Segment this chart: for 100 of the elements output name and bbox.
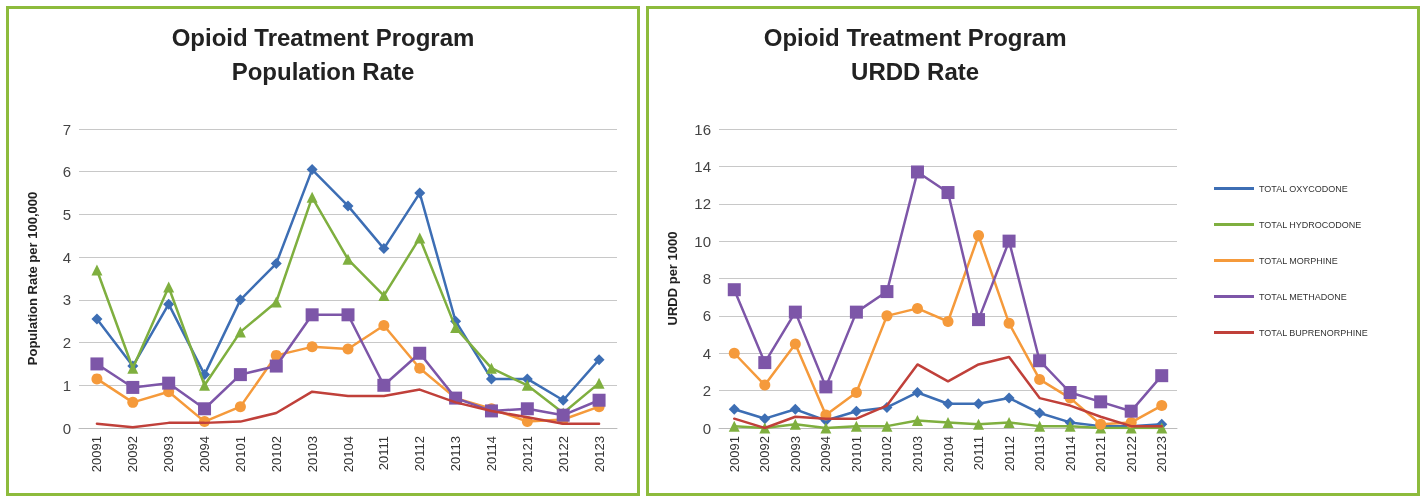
y-tick-label: 0 [702, 419, 711, 437]
point [849, 305, 863, 319]
point [1063, 385, 1077, 399]
x-tick-label: 20101 [232, 436, 248, 473]
y-tick-label: 12 [694, 195, 711, 213]
point [198, 402, 212, 416]
x-tick-label: 20091 [726, 436, 742, 473]
point [270, 258, 282, 270]
point [942, 416, 954, 428]
y-tick-label: 4 [62, 248, 71, 266]
legend-label: TOTAL HYDROCODONE [1259, 219, 1362, 230]
y-tick-label: 2 [62, 334, 71, 352]
chart-title: Opioid Treatment Program Population Rate [171, 23, 475, 85]
y-tick-label: 10 [694, 232, 711, 250]
x-tick-label: 20094 [818, 436, 834, 473]
x-tick-label: 20122 [555, 436, 571, 473]
point [758, 356, 772, 370]
point [163, 281, 175, 293]
point [850, 387, 862, 398]
point [1003, 416, 1015, 428]
point [592, 393, 606, 407]
point [1003, 317, 1015, 329]
y-tick-label: 6 [702, 307, 711, 325]
point [378, 243, 390, 255]
point [911, 302, 923, 314]
x-tick-label: 20121 [1093, 436, 1109, 473]
point [788, 305, 802, 319]
point [1033, 354, 1047, 368]
x-tick-label: 20093 [787, 436, 803, 473]
y-tick-label: 3 [62, 291, 71, 309]
x-tick-label: 20112 [1001, 436, 1017, 472]
point [270, 296, 282, 308]
x-tick-label: 20113 [1032, 436, 1048, 472]
point [1155, 369, 1169, 383]
point [820, 422, 832, 434]
point [973, 398, 985, 410]
point [1034, 420, 1046, 432]
y-axis-title: URDD per 1000 [665, 231, 680, 326]
x-tick-label: 20103 [909, 436, 925, 473]
point [557, 394, 569, 406]
x-tick-label: 20092 [757, 436, 773, 473]
point [91, 264, 103, 276]
line-series [95, 388, 601, 429]
legend-label: TOTAL MORPHINE [1259, 255, 1338, 266]
point [378, 290, 390, 302]
point [521, 379, 533, 391]
point [378, 319, 390, 331]
y-tick-label: 4 [702, 344, 711, 362]
x-tick-label: 20092 [125, 436, 141, 473]
x-tick-label: 20112 [412, 436, 428, 472]
point [126, 380, 140, 394]
y-tick-label: 16 [694, 120, 711, 138]
y-tick-label: 2 [702, 382, 711, 400]
point [910, 165, 924, 179]
point [973, 230, 985, 242]
x-tick-label: 20114 [483, 436, 499, 472]
point [1156, 422, 1168, 434]
point [789, 418, 801, 430]
point [377, 378, 391, 392]
point [414, 232, 426, 244]
point [270, 349, 282, 361]
point [881, 420, 893, 432]
x-tick-label: 20111 [376, 436, 392, 471]
x-tick-label: 20123 [1154, 436, 1170, 473]
y-tick-label: 7 [62, 120, 71, 138]
x-tick-label: 20094 [197, 436, 213, 473]
point [306, 191, 318, 203]
x-tick-label: 20122 [1123, 436, 1139, 473]
point [91, 313, 103, 325]
point [789, 338, 801, 350]
point [789, 403, 801, 415]
point [972, 313, 986, 327]
chart-title: Opioid Treatment Program URDD Rate [763, 23, 1067, 85]
point [1034, 373, 1046, 385]
point [233, 368, 247, 382]
x-tick-label: 20111 [971, 436, 987, 471]
x-tick-label: 20123 [591, 436, 607, 473]
point [973, 418, 985, 430]
point [90, 357, 104, 371]
point [485, 373, 497, 385]
point [1002, 234, 1016, 248]
point [819, 380, 833, 394]
y-tick-label: 1 [62, 376, 71, 394]
point [759, 379, 771, 391]
x-tick-label: 20102 [268, 436, 284, 473]
point [728, 403, 740, 415]
x-tick-label: 20104 [340, 436, 356, 473]
point [1003, 392, 1015, 404]
point [850, 420, 862, 432]
point [234, 294, 246, 306]
point [450, 322, 462, 334]
point [414, 187, 426, 199]
point [1156, 400, 1168, 412]
point [942, 398, 954, 410]
point [593, 354, 605, 366]
x-tick-label: 20113 [448, 436, 464, 472]
point [728, 420, 740, 432]
point [234, 326, 246, 338]
point [759, 413, 771, 425]
point [485, 362, 497, 374]
